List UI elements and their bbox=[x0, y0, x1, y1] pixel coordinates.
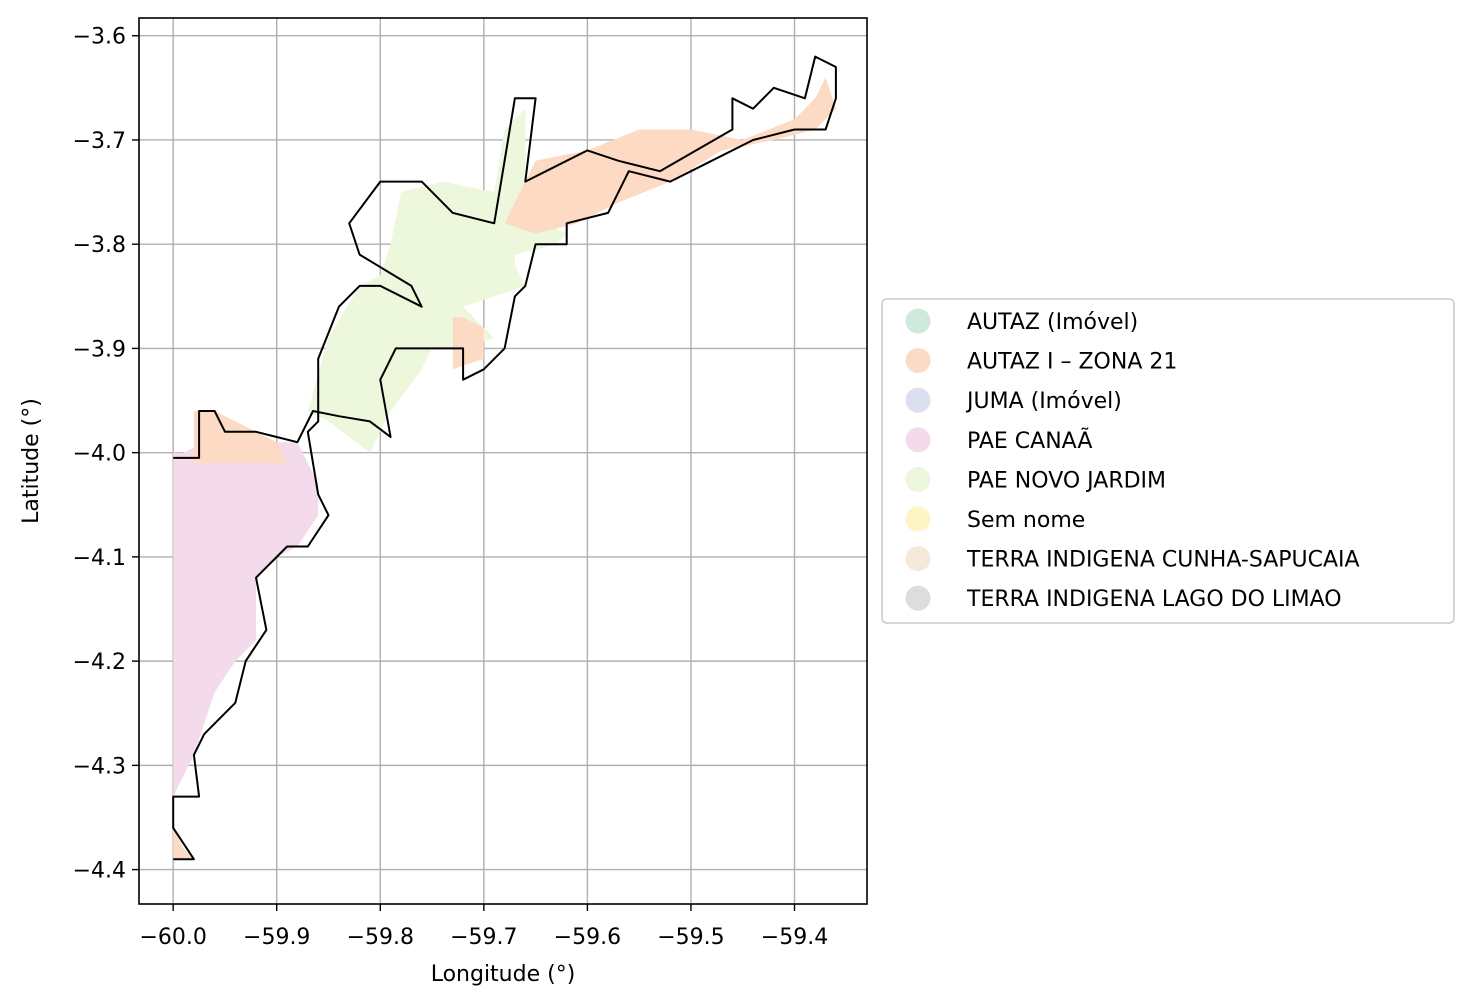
y-tick-label-0: −3.6 bbox=[73, 25, 126, 50]
legend-label-5: Sem nome bbox=[967, 508, 1085, 533]
y-axis-label: Latitude (°) bbox=[19, 398, 44, 524]
legend-marker-0 bbox=[905, 308, 931, 334]
legend-label-6: TERRA INDIGENA CUNHA-SAPUCAIA bbox=[966, 548, 1360, 573]
x-tick-label-1: −59.9 bbox=[243, 925, 310, 950]
x-tick-label-5: −59.5 bbox=[657, 925, 724, 950]
x-tick-label-4: −59.6 bbox=[554, 925, 621, 950]
municipality-boundary bbox=[172, 55, 837, 861]
map-region-4 bbox=[193, 411, 288, 464]
map-region-0 bbox=[307, 108, 567, 453]
map-region-1 bbox=[504, 77, 836, 234]
map-region-5 bbox=[173, 827, 194, 860]
legend: AUTAZ (Imóvel) AUTAZ I – ZONA 21 JUMA (Imó… bbox=[881, 298, 1455, 624]
y-tick-label-4: −4.0 bbox=[73, 442, 126, 467]
x-tick-label-3: −59.7 bbox=[450, 925, 517, 950]
legend-marker-1 bbox=[905, 348, 931, 374]
legend-marker-7 bbox=[905, 585, 931, 611]
x-tick-label-0: −60.0 bbox=[139, 925, 206, 950]
legend-frame bbox=[881, 298, 1455, 624]
legend-marker-4 bbox=[905, 466, 931, 492]
legend-label-1: AUTAZ I – ZONA 21 bbox=[967, 350, 1177, 375]
x-axis-label: Longitude (°) bbox=[431, 962, 576, 987]
y-tick-label-7: −4.3 bbox=[73, 754, 126, 779]
plot-frame bbox=[138, 17, 868, 905]
y-tick-label-2: −3.8 bbox=[73, 233, 126, 258]
legend-marker-3 bbox=[905, 427, 931, 453]
x-tick-label-2: −59.8 bbox=[347, 925, 414, 950]
legend-label-7: TERRA INDIGENA LAGO DO LIMAO bbox=[966, 587, 1342, 612]
y-tick-label-5: −4.1 bbox=[73, 546, 126, 571]
legend-label-3: PAE CANAÃ bbox=[967, 427, 1092, 454]
y-axis-ticks: −3.6 −3.7 −3.8 −3.9 −4.0 −4.1 −4.2 −4.3 −4.4 bbox=[73, 25, 139, 884]
y-tick-label-6: −4.2 bbox=[73, 650, 126, 675]
map-regions bbox=[173, 77, 836, 860]
legend-marker-2 bbox=[905, 387, 931, 413]
y-tick-label-1: −3.7 bbox=[73, 129, 126, 154]
boundary-outline bbox=[172, 55, 837, 861]
legend-marker-5 bbox=[905, 506, 931, 532]
legend-label-4: PAE NOVO JARDIM bbox=[967, 468, 1166, 493]
x-axis-ticks: −60.0 −59.9 −59.8 −59.7 −59.6 −59.5 −59.4 bbox=[139, 904, 828, 950]
y-tick-label-8: −4.4 bbox=[73, 859, 126, 884]
legend-label-0: AUTAZ (Imóvel) bbox=[967, 310, 1138, 335]
y-tick-label-3: −3.9 bbox=[73, 337, 126, 362]
map-region-2 bbox=[452, 317, 484, 370]
x-tick-label-6: −59.4 bbox=[761, 925, 828, 950]
legend-marker-6 bbox=[905, 546, 931, 572]
map-region-3 bbox=[173, 442, 319, 797]
legend-label-2: JUMA (Imóvel) bbox=[965, 389, 1122, 414]
